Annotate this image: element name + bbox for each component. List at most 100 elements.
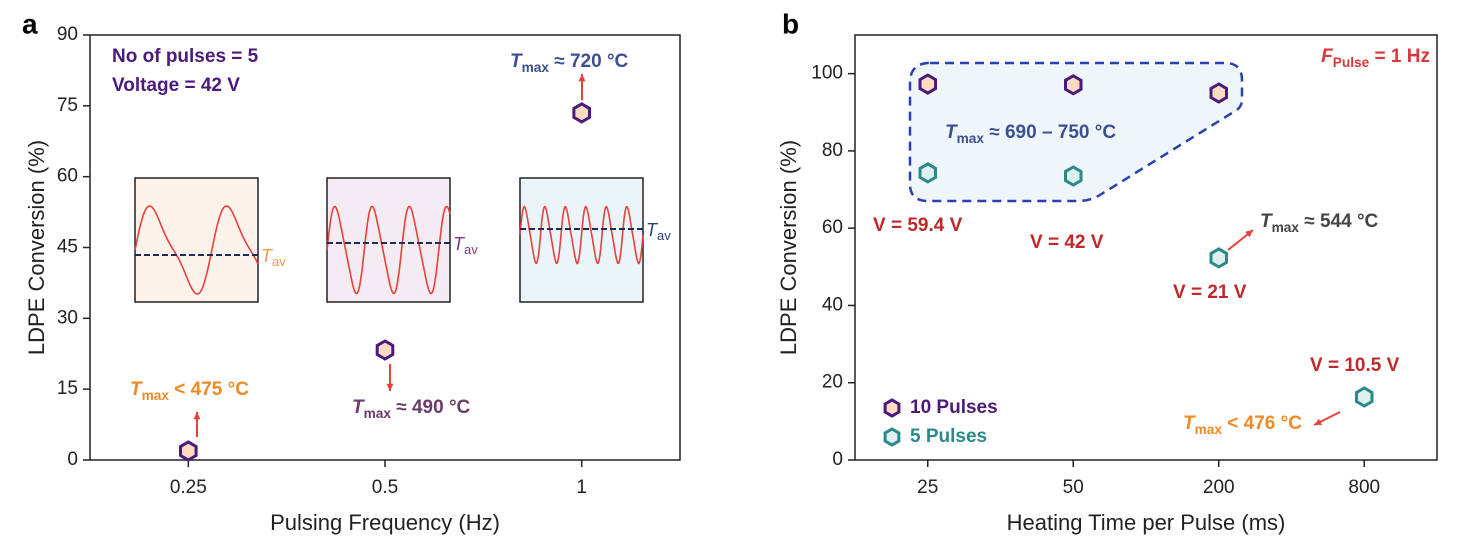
text-part: max	[142, 388, 170, 403]
legend-marker	[883, 427, 901, 447]
text-part: max	[957, 131, 985, 146]
x-tick-label: 50	[1063, 477, 1084, 498]
inset-wave	[326, 205, 451, 295]
text-part: Pulse	[1333, 55, 1370, 70]
data-point	[918, 162, 937, 184]
data-point	[179, 440, 198, 462]
x-axis-label: Heating Time per Pulse (ms)	[1007, 510, 1286, 535]
arrow-head	[1314, 418, 1322, 425]
y-tick-label: 90	[57, 24, 78, 45]
text-part: max	[1272, 220, 1300, 235]
inset-wave	[519, 205, 644, 265]
annotation: Voltage = 42 V	[112, 75, 240, 96]
annotation: Tmax ≈ 544 °C	[1260, 211, 1379, 235]
text-part: T	[1260, 211, 1273, 232]
text-part: ≈ 720 °C	[549, 51, 629, 72]
inset-label: Tav	[453, 234, 478, 258]
x-tick-label: 0.25	[170, 477, 207, 498]
inset-box	[134, 177, 259, 303]
y-tick-label: 0	[67, 449, 78, 470]
text-part: ≈ 490 °C	[391, 397, 471, 418]
text-part: T	[510, 51, 523, 72]
data-point	[572, 102, 591, 124]
text-part: < 476 °C	[1222, 413, 1302, 434]
inset-box	[326, 177, 451, 303]
y-tick-label: 0	[832, 449, 843, 470]
annotation: V = 21 V	[1173, 282, 1247, 303]
legend-label: 5 Pulses	[910, 426, 987, 447]
text-part: < 475 °C	[169, 379, 249, 400]
data-point	[1064, 74, 1083, 96]
arrow-head	[578, 74, 586, 82]
y-tick-label: 15	[57, 378, 78, 399]
x-tick-label: 25	[917, 477, 938, 498]
text-part: T	[646, 220, 659, 240]
y-tick-label: 100	[811, 63, 843, 84]
arrow-head	[1245, 230, 1253, 238]
inset-wave	[134, 205, 259, 295]
text-part: T	[352, 397, 365, 418]
text-part: max	[364, 406, 392, 421]
x-tick-label: 800	[1348, 477, 1380, 498]
panel-label: b	[782, 8, 799, 39]
data-point	[1355, 386, 1374, 408]
y-tick-label: 20	[822, 372, 843, 393]
text-part: T	[945, 122, 958, 143]
x-tick-label: 1	[576, 477, 587, 498]
data-point	[375, 339, 395, 361]
annotation: V = 10.5 V	[1310, 355, 1400, 376]
data-point	[1209, 247, 1228, 269]
y-tick-label: 30	[57, 307, 78, 328]
y-tick-label: 60	[822, 217, 843, 238]
y-axis-label: LDPE Conversion (%)	[776, 140, 801, 355]
text-part: V = 10.5 V	[1310, 355, 1400, 376]
data-point	[1209, 82, 1228, 104]
annotation: FPulse = 1 Hz	[1321, 46, 1430, 70]
text-part: No of pulses = 5	[112, 46, 259, 67]
text-part: T	[453, 234, 466, 254]
text-part: max	[1195, 422, 1223, 437]
text-part: max	[522, 60, 550, 75]
y-tick-label: 45	[57, 237, 78, 258]
x-axis-label: Pulsing Frequency (Hz)	[270, 510, 500, 535]
text-part: av	[272, 254, 286, 269]
panel-label: a	[22, 8, 38, 39]
y-tick-label: 40	[822, 294, 843, 315]
inset-label: Tav	[261, 246, 286, 270]
inset-label: Tav	[646, 220, 671, 244]
highlight-region	[908, 61, 1244, 203]
text-part: V = 42 V	[1030, 232, 1104, 253]
annotation: V = 42 V	[1030, 232, 1104, 253]
legend-marker	[883, 398, 901, 418]
text-part: T	[1183, 413, 1196, 434]
text-part: V = 59.4 V	[873, 215, 963, 236]
x-tick-label: 200	[1203, 477, 1235, 498]
annotation: Tmax < 475 °C	[130, 379, 249, 403]
legend-label: 10 Pulses	[910, 397, 998, 418]
text-part: = 1 Hz	[1369, 46, 1430, 67]
data-point	[918, 73, 937, 95]
y-tick-label: 60	[57, 166, 78, 187]
x-tick-label: 0.5	[372, 477, 398, 498]
annotation: Tmax ≈ 690 – 750 °C	[945, 122, 1116, 146]
arrow-head	[386, 383, 394, 391]
annotation: Tmax ≈ 490 °C	[352, 397, 471, 421]
arrow-head	[193, 412, 201, 420]
plot-frame	[854, 34, 1438, 461]
text-part: av	[657, 228, 671, 243]
annotation: Tmax < 476 °C	[1183, 413, 1302, 437]
y-axis-label: LDPE Conversion (%)	[24, 140, 49, 355]
data-point	[1064, 165, 1083, 187]
y-tick-label: 80	[822, 140, 843, 161]
text-part: F	[1321, 46, 1334, 67]
annotation: No of pulses = 5	[112, 46, 259, 67]
annotation: Tmax ≈ 720 °C	[510, 51, 629, 75]
y-tick-label: 75	[57, 95, 78, 116]
text-part: T	[261, 246, 274, 266]
text-part: ≈ 544 °C	[1299, 211, 1379, 232]
text-part: av	[464, 242, 478, 257]
text-part: V = 21 V	[1173, 282, 1247, 303]
text-part: T	[130, 379, 143, 400]
